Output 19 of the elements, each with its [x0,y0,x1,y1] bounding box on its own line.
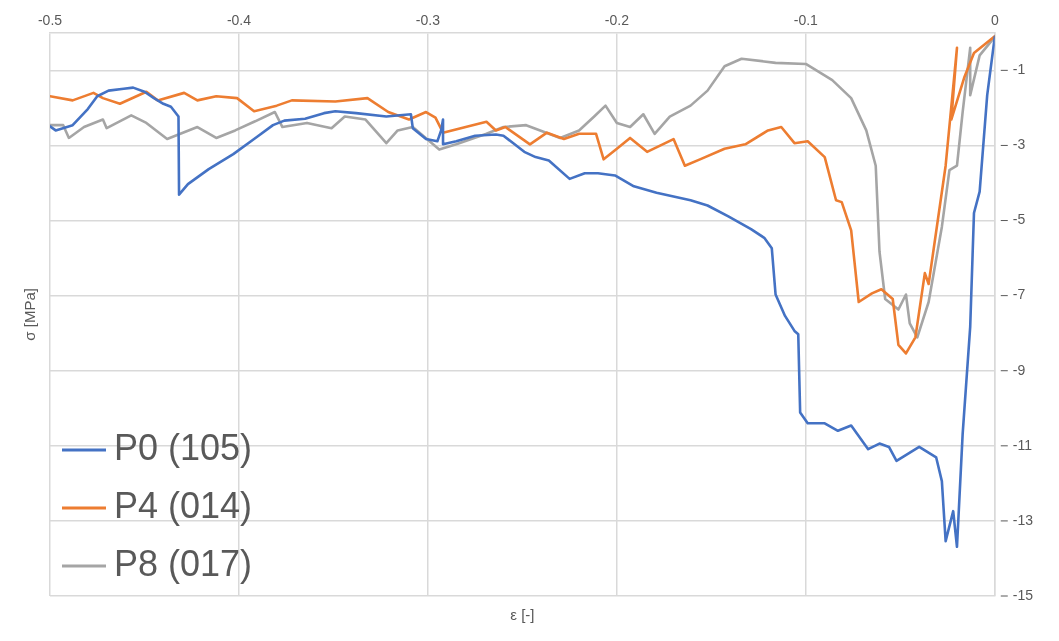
x-tick-label: -0.4 [226,12,252,29]
legend-label: P4 (014) [114,484,253,526]
y-tick-label: -15 [1012,586,1034,603]
y-tick-label: -3 [1012,136,1026,153]
x-tick-label: 0 [990,12,999,29]
x-tick-label: -0.2 [604,12,630,29]
x-tick-label: -0.1 [793,12,819,29]
y-tick-label: -11 [1012,436,1033,453]
y-tick-label: -13 [1012,511,1034,528]
y-tick-label: -5 [1012,211,1026,228]
y-axis-title: σ [MPa] [20,288,38,341]
y-tick-label: -9 [1012,361,1026,378]
x-axis-title: ε [-] [510,605,535,623]
x-tick-label: -0.5 [37,12,63,29]
x-tick-label: -0.3 [415,12,441,29]
y-tick-label: -7 [1012,286,1026,303]
y-tick-label: -1 [1012,61,1026,78]
legend-label: P0 (105) [114,426,253,468]
legend-label: P8 (017) [114,542,253,584]
